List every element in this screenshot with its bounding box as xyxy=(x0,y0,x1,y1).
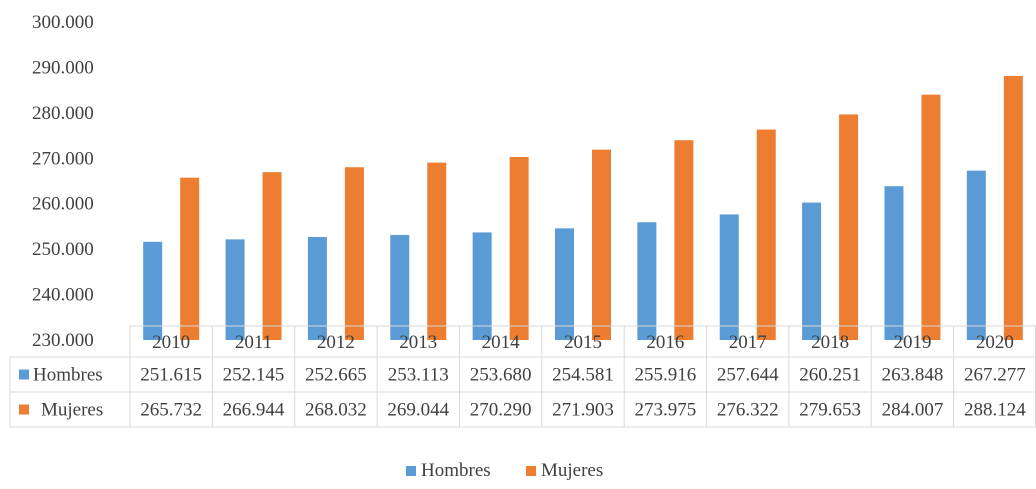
y-tick-label: 290.000 xyxy=(32,57,94,78)
table-value: 265.732 xyxy=(140,400,202,421)
table-series-label: Mujeres xyxy=(41,400,103,421)
y-axis: 230.000 240.000 250.000 260.000 270.000 280.0… xyxy=(32,12,94,351)
bar-hombres-2012 xyxy=(307,237,327,340)
bar-mujeres-2015 xyxy=(592,149,611,340)
x-tick-label: 2015 xyxy=(564,332,602,353)
bars xyxy=(143,75,1023,340)
table-series-label: Hombres xyxy=(33,365,103,386)
table-value: 253.680 xyxy=(470,365,532,386)
table-value: 252.145 xyxy=(223,365,285,386)
table-value: 270.290 xyxy=(470,400,532,421)
y-tick-label: 300.000 xyxy=(32,12,94,33)
y-tick-label: 250.000 xyxy=(32,239,94,260)
bar-mujeres-2014 xyxy=(509,156,529,340)
bar-mujeres-2012 xyxy=(344,167,364,340)
bar-hombres-2011 xyxy=(225,239,245,340)
bar-mujeres-2019 xyxy=(921,94,941,340)
bar-hombres-2015 xyxy=(555,228,574,340)
legend-key-mujeres xyxy=(526,466,536,476)
table-value: 273.975 xyxy=(634,400,696,421)
x-tick-label: 2016 xyxy=(646,332,684,353)
table-value: 269.044 xyxy=(387,400,449,421)
table-value: 260.251 xyxy=(799,365,861,386)
x-tick-label: 2011 xyxy=(235,332,272,353)
x-tick-label: 2012 xyxy=(317,332,355,353)
table-value: 255.916 xyxy=(634,365,696,386)
legend-label-hombres: Hombres xyxy=(421,460,491,481)
bar-hombres-2017 xyxy=(719,214,739,340)
table-value: 252.665 xyxy=(305,365,367,386)
x-tick-label: 2018 xyxy=(811,332,849,353)
table-value: 251.615 xyxy=(140,365,202,386)
table-value: 271.903 xyxy=(552,400,614,421)
table-value: 276.322 xyxy=(717,400,779,421)
legend-key-hombres xyxy=(406,466,416,476)
table-value: 263.848 xyxy=(882,365,944,386)
table-legend-key-hombres xyxy=(19,369,29,380)
table-value: 253.113 xyxy=(388,365,449,386)
x-tick-label: 2010 xyxy=(152,332,190,353)
table-legend-key-mujeres xyxy=(19,404,29,415)
table-value: 267.277 xyxy=(964,365,1026,386)
table-value: 284.007 xyxy=(882,400,944,421)
x-tick-label: 2019 xyxy=(893,332,931,353)
y-tick-label: 240.000 xyxy=(32,285,94,306)
bar-hombres-2013 xyxy=(390,235,410,340)
bar-mujeres-2011 xyxy=(262,172,282,340)
x-tick-label: 2014 xyxy=(482,332,521,353)
y-tick-label: 230.000 xyxy=(32,330,94,351)
table-value: 268.032 xyxy=(305,400,367,421)
x-tick-label: 2013 xyxy=(399,332,437,353)
table-value: 266.944 xyxy=(223,400,285,421)
bar-mujeres-2020 xyxy=(1003,75,1023,340)
bar-mujeres-2016 xyxy=(674,140,694,340)
bar-hombres-2018 xyxy=(802,202,822,340)
table-value: 288.124 xyxy=(964,400,1026,421)
bar-mujeres-2018 xyxy=(839,114,859,340)
y-tick-label: 280.000 xyxy=(32,103,94,124)
bar-hombres-2020 xyxy=(966,170,986,340)
bar-mujeres-2017 xyxy=(756,129,776,340)
bar-hombres-2019 xyxy=(884,186,904,340)
legend: Hombres Mujeres xyxy=(406,460,603,481)
table-value: 257.644 xyxy=(717,365,779,386)
bar-hombres-2016 xyxy=(637,222,657,340)
y-tick-label: 270.000 xyxy=(32,148,94,169)
x-tick-label: 2020 xyxy=(976,332,1014,353)
x-tick-label: 2017 xyxy=(729,332,767,353)
data-table: 2010 2011 2012 2013 2014 2015 2016 2017 2018 2019… xyxy=(9,325,1036,428)
bar-hombres-2010 xyxy=(143,241,163,340)
bar-hombres-2014 xyxy=(472,232,492,340)
table-value: 279.653 xyxy=(799,400,861,421)
bar-mujeres-2013 xyxy=(427,162,447,340)
legend-label-mujeres: Mujeres xyxy=(541,460,603,481)
y-tick-label: 260.000 xyxy=(32,194,94,215)
table-value: 254.581 xyxy=(552,365,614,386)
bar-mujeres-2010 xyxy=(180,177,200,340)
